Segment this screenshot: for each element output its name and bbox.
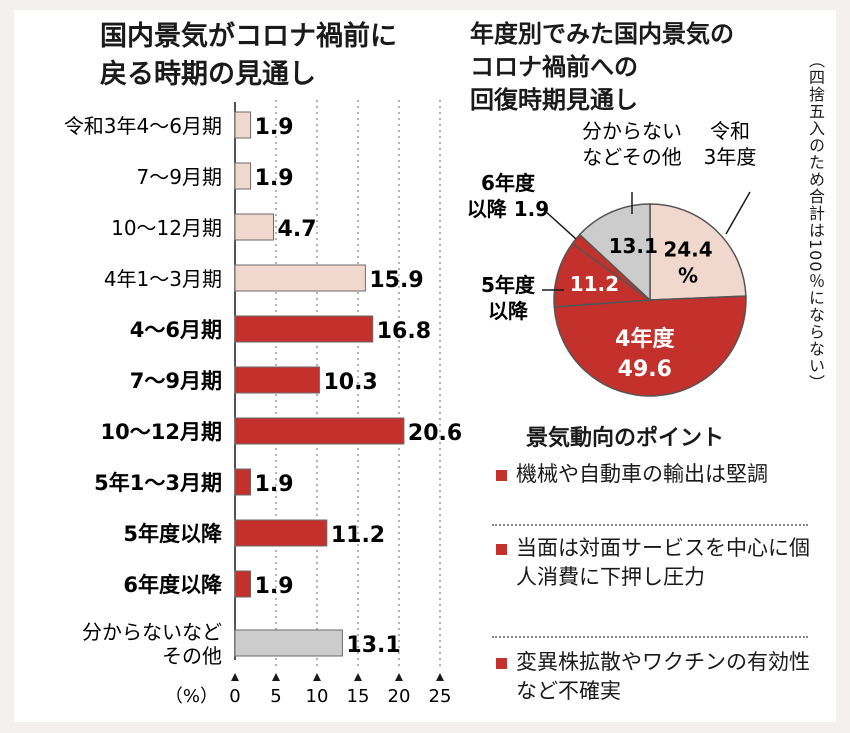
category-label: 4〜6月期 bbox=[130, 318, 222, 342]
bar bbox=[234, 162, 252, 190]
category-label: 5年度以降 bbox=[123, 522, 223, 546]
point-text: 当面は対面サービスを中心に個人消費に下押し圧力 bbox=[516, 536, 810, 589]
point-item: 機械や自動車の輸出は堅調 bbox=[492, 460, 812, 489]
bar bbox=[234, 315, 374, 343]
data-label: 13.1 bbox=[346, 633, 400, 658]
leader-line bbox=[725, 191, 751, 235]
x-tick-label: 0 bbox=[229, 686, 240, 707]
pie-category-label: 5年度以降 bbox=[481, 273, 536, 323]
bar bbox=[234, 111, 252, 139]
point-item: 変異株拡散やワクチンの有効性など不確実 bbox=[492, 648, 812, 706]
pie-slice bbox=[578, 203, 651, 302]
tick-marker-icon bbox=[313, 673, 321, 681]
x-tick-label: 20 bbox=[388, 686, 411, 707]
pie-category-label: 6年度以降 1.9 bbox=[467, 171, 549, 221]
category-label: 10〜12月期 bbox=[101, 420, 222, 444]
x-tick-label: 25 bbox=[429, 686, 452, 707]
pie-slice bbox=[553, 242, 653, 308]
category-label: 5年1〜3月期 bbox=[94, 471, 222, 495]
pie-category-label: 分からないなどその他 bbox=[582, 119, 682, 169]
pie-slice bbox=[649, 203, 747, 301]
bullet-square-icon bbox=[496, 470, 507, 481]
pie-value-label: 11.2 bbox=[570, 272, 619, 296]
pie-chart-note: （四捨五入のため合計は100％にならない） bbox=[806, 52, 825, 392]
leader-line bbox=[543, 209, 577, 240]
x-axis-label: （%） bbox=[165, 686, 218, 707]
data-label: 1.9 bbox=[255, 115, 294, 140]
divider bbox=[492, 636, 808, 638]
tick-marker-icon bbox=[436, 673, 444, 681]
bar bbox=[234, 629, 343, 657]
point-item: 当面は対面サービスを中心に個人消費に下押し圧力 bbox=[492, 534, 812, 592]
tick-marker-icon bbox=[231, 673, 239, 681]
pie-slice bbox=[553, 295, 747, 397]
category-label: 分からないなどその他 bbox=[82, 620, 222, 668]
x-tick-label: 10 bbox=[306, 686, 329, 707]
pie-value-label: 24.4% bbox=[663, 237, 712, 287]
bar bbox=[234, 519, 328, 547]
pie-category-label: 令和 3年度 bbox=[704, 119, 757, 169]
data-label: 4.7 bbox=[278, 217, 317, 242]
category-label: 7〜9月期 bbox=[130, 369, 222, 393]
data-label: 1.9 bbox=[255, 166, 294, 191]
data-label: 16.8 bbox=[377, 319, 431, 344]
category-label: 6年度以降 bbox=[123, 573, 223, 597]
category-label: 10〜12月期 bbox=[111, 216, 222, 240]
bar bbox=[234, 213, 275, 241]
divider bbox=[492, 524, 808, 526]
bar bbox=[234, 264, 366, 292]
x-tick-label: 15 bbox=[347, 686, 370, 707]
bar-chart: 0 5 10 15 20 25 （%） 令和3年4〜6月期 1.9 7〜9月期 1.9 10〜12月期… bbox=[64, 100, 462, 707]
data-label: 1.9 bbox=[255, 472, 294, 497]
data-label: 15.9 bbox=[369, 268, 423, 293]
tick-marker-icon bbox=[395, 673, 403, 681]
point-text: 機械や自動車の輸出は堅調 bbox=[516, 462, 768, 486]
bar bbox=[234, 366, 320, 394]
tick-marker-icon bbox=[272, 673, 280, 681]
category-label: 令和3年4〜6月期 bbox=[64, 114, 222, 138]
bullet-square-icon bbox=[496, 658, 507, 669]
data-label: 11.2 bbox=[331, 523, 385, 548]
points-heading: 景気動向のポイント bbox=[526, 426, 725, 451]
tick-marker-icon bbox=[354, 673, 362, 681]
data-label: 1.9 bbox=[255, 574, 294, 599]
data-label: 20.6 bbox=[408, 421, 462, 446]
bar bbox=[234, 468, 252, 496]
bar bbox=[234, 570, 252, 598]
category-label: 4年1〜3月期 bbox=[104, 267, 222, 291]
pie-value-label: 13.1 bbox=[609, 234, 658, 258]
pie-value-label: 4年度 49.6 bbox=[615, 326, 675, 382]
bar bbox=[234, 417, 405, 445]
pie-chart-title: 年度別でみた国内景気の コロナ禍前への 回復時期見通し bbox=[470, 20, 734, 114]
bar-chart-title: 国内景気がコロナ禍前に 戻る時期の見通し bbox=[100, 21, 397, 90]
category-label: 7〜9月期 bbox=[137, 165, 222, 189]
data-label: 10.3 bbox=[323, 370, 377, 395]
x-tick-label: 5 bbox=[270, 686, 281, 707]
point-text: 変異株拡散やワクチンの有効性など不確実 bbox=[516, 650, 810, 703]
bullet-square-icon bbox=[496, 544, 507, 555]
